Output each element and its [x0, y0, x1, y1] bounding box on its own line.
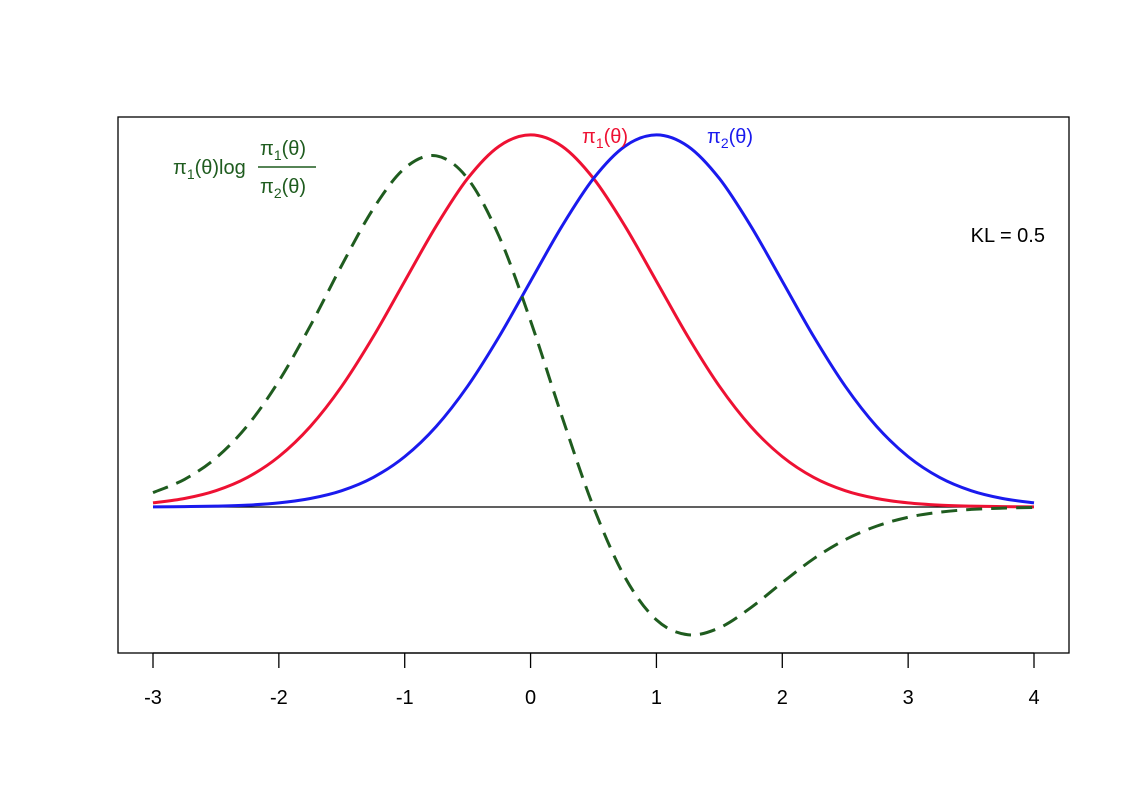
integrand-series-label: π1(θ)log π1(θ) π2(θ): [173, 138, 316, 201]
kl-annotation: KL = 0.5: [971, 225, 1045, 247]
svg-text:π2(θ): π2(θ): [260, 176, 306, 201]
svg-text:π1(θ)log: π1(θ)log: [173, 157, 246, 182]
x-tick-label: 0: [525, 687, 536, 709]
x-tick-label: -3: [144, 687, 162, 709]
series-layer: [152, 133, 1035, 637]
x-tick-label: 3: [903, 687, 914, 709]
svg-text:π1(θ): π1(θ): [260, 138, 306, 163]
x-tick-label: -1: [396, 687, 414, 709]
pi1-series-label: π1(θ): [582, 126, 628, 151]
x-tick-label: -2: [270, 687, 288, 709]
x-tick-label: 2: [777, 687, 788, 709]
x-tick-label: 1: [651, 687, 662, 709]
pi2-series-label: π2(θ): [707, 126, 753, 151]
pi2-series-line: [152, 133, 1035, 509]
x-axis-ticks: -3 -2 -1 0 1 2 3 4: [144, 653, 1040, 709]
integrand-series-line: [152, 154, 1035, 637]
x-tick-label: 4: [1028, 687, 1039, 709]
